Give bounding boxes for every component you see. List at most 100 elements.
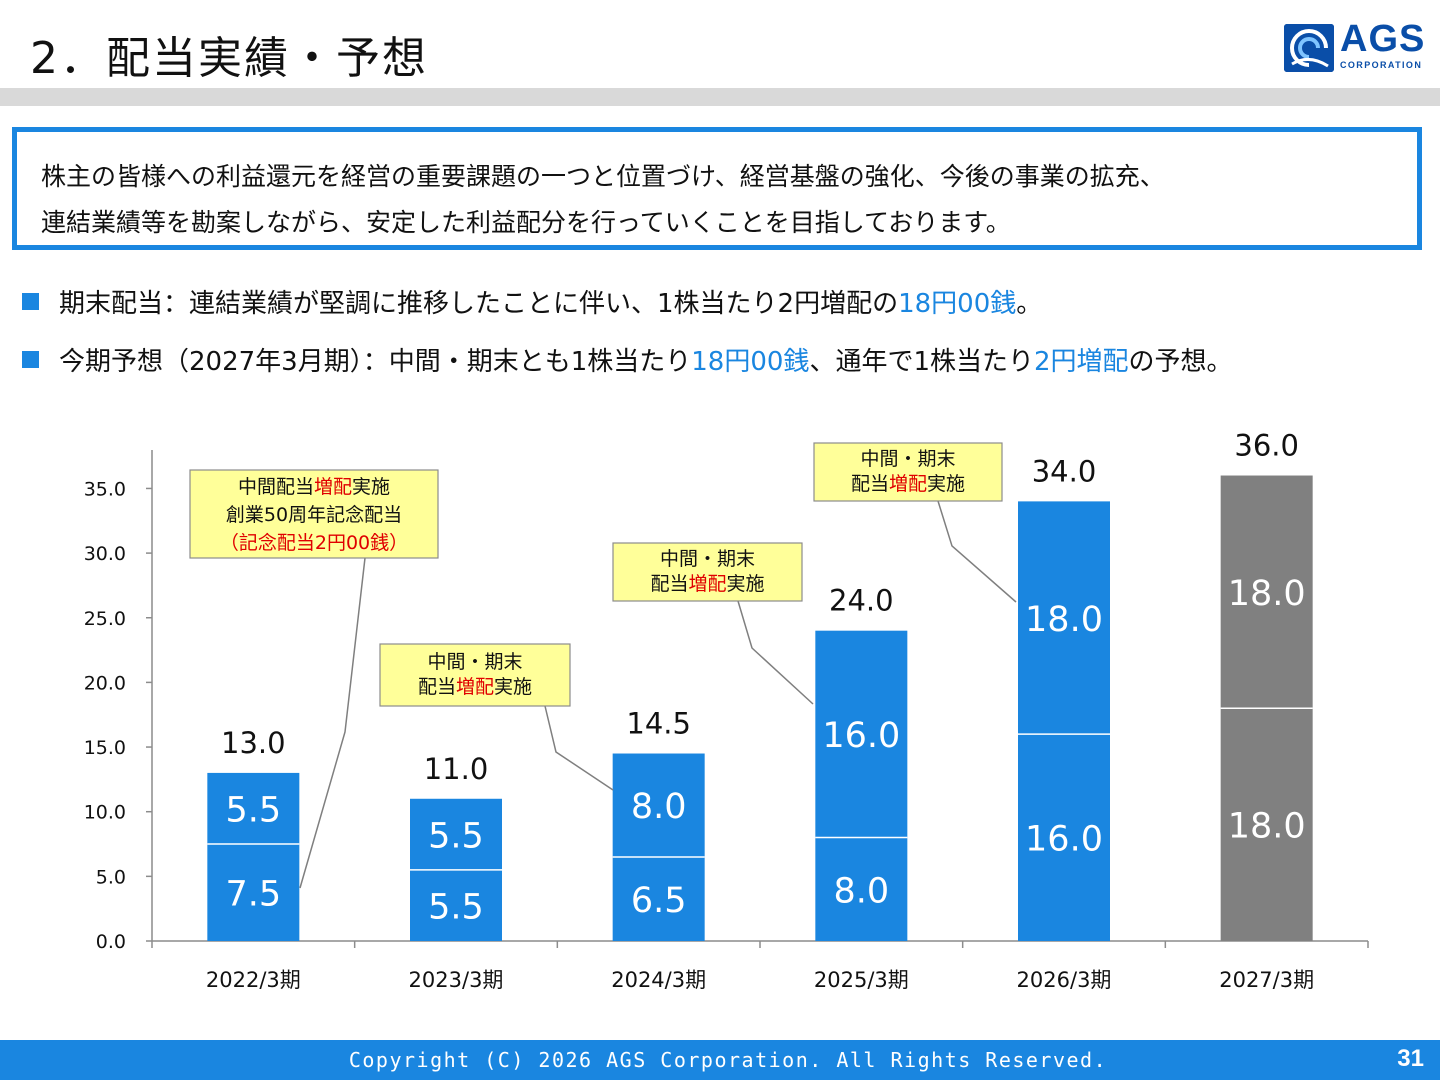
square-bullet-icon — [22, 293, 39, 310]
callout-box — [189, 469, 439, 559]
bar-value-top: 18.0 — [1025, 600, 1103, 640]
y-tick-label: 25.0 — [84, 608, 126, 630]
bar-total-label: 13.0 — [221, 726, 286, 760]
title-divider — [0, 88, 1440, 106]
callout-text: 中間配当増配実施 — [238, 476, 390, 498]
dividend-chart: 0.0 5.0 10.0 15.0 20.0 25.0 30.0 35.0 2022/3期 202… — [84, 429, 1369, 992]
callout-text-part: （記念配当2円00銭） — [220, 531, 408, 554]
bar-segment-top — [1220, 475, 1313, 709]
bullet-highlight-2: 2円増配 — [1033, 347, 1129, 377]
callout-leader-line — [937, 500, 1017, 603]
bar-segment-top — [815, 630, 908, 838]
page-number: 31 — [1397, 1045, 1424, 1072]
callout-text-part: 配当 — [851, 473, 889, 495]
x-category-label: 2022/3期 — [206, 968, 301, 992]
bar-segment-top — [1018, 501, 1110, 735]
page-title: 2．配当実績・予想 — [30, 33, 428, 84]
bullet-text-mid: 、通年で1株当たり — [809, 347, 1034, 377]
callout-text-part: 増配 — [456, 676, 494, 698]
bar-value-bottom: 6.5 — [631, 881, 687, 921]
callout-text: 中間・期末 — [660, 548, 755, 570]
bar-value-top: 5.5 — [428, 816, 484, 856]
callout-box — [379, 643, 571, 707]
x-category-label: 2026/3期 — [1017, 968, 1112, 992]
callout-text: （記念配当2円00銭） — [220, 531, 408, 554]
bar-value-top: 5.5 — [225, 790, 281, 830]
callout-box — [813, 442, 1003, 502]
square-bullet-icon — [22, 351, 39, 368]
callout-text: 中間・期末 — [860, 448, 955, 470]
callout-leader-line — [544, 705, 614, 791]
logo-subtext: CORPORATION — [1340, 60, 1423, 70]
bar-segment-top — [410, 798, 502, 870]
bar-value-bottom: 8.0 — [833, 871, 889, 911]
bar-segment-bottom — [1018, 734, 1110, 941]
bar-segment-top — [207, 772, 300, 845]
bar-value-bottom: 5.5 — [428, 887, 484, 927]
policy-line-2: 連結業績等を勘案しながら、安定した利益配分を行っていくことを目指しております。 — [41, 208, 1011, 237]
bar-segment-bottom — [1220, 708, 1313, 941]
bar-total-label: 11.0 — [424, 752, 489, 786]
bullet-text: 今期予想（2027年3月期）：中間・期末とも1株当たり — [59, 347, 692, 377]
callout-text-part: 実施 — [727, 573, 765, 595]
callout-text-part: 配当 — [650, 573, 688, 595]
copyright-text: Copyright (C) 2026 AGS Corporation. All … — [348, 1048, 1108, 1072]
bar-segment-bottom — [410, 869, 502, 941]
bar-value-top: 16.0 — [822, 716, 900, 756]
x-category-label: 2024/3期 — [611, 968, 706, 992]
bullet-text-end: の予想。 — [1128, 347, 1233, 377]
callout-text: 中間・期末 — [427, 651, 522, 673]
callout-leader-line — [299, 557, 366, 889]
bar-value-top: 8.0 — [631, 787, 687, 827]
callout-text-part: 配当 — [418, 676, 456, 698]
callout-text-part: 中間・期末 — [427, 651, 522, 673]
bar-total-label: 14.5 — [626, 707, 691, 741]
bar-segment-bottom — [612, 856, 705, 941]
callout-text: 配当増配実施 — [650, 573, 764, 595]
callout-text-part: 中間配当 — [238, 476, 314, 498]
bar-value-top: 18.0 — [1228, 574, 1306, 614]
logo-mark-icon — [1284, 24, 1334, 72]
bar-value-bottom: 18.0 — [1228, 807, 1306, 847]
y-tick-label: 10.0 — [84, 802, 126, 824]
callout-text-part: 増配 — [314, 476, 352, 498]
bullet-text: 期末配当：連結業績が堅調に推移したことに伴い、1株当たり2円増配の — [59, 289, 899, 319]
callout-text: 配当増配実施 — [418, 676, 532, 698]
bar-value-bottom: 7.5 — [225, 875, 281, 915]
callout-text-part: 創業50周年記念配当 — [226, 503, 402, 526]
y-tick-label: 0.0 — [96, 931, 126, 953]
bar-segment-top — [612, 753, 705, 857]
company-logo: AGS CORPORATION — [1284, 18, 1432, 74]
policy-line-1: 株主の皆様への利益還元を経営の重要課題の一つと位置づけ、経営基盤の強化、今後の事… — [41, 162, 1165, 191]
bar-segment-bottom — [815, 837, 908, 941]
y-tick-label: 35.0 — [84, 478, 126, 500]
callout-text: 配当増配実施 — [851, 473, 965, 495]
callout-text-part: 増配 — [889, 473, 927, 495]
bar-total-label: 34.0 — [1032, 454, 1097, 488]
y-tick-label: 30.0 — [84, 543, 126, 565]
bullet-highlight: 18円00銭 — [691, 347, 810, 377]
callout-text-part: 実施 — [494, 676, 532, 698]
x-category-label: 2027/3期 — [1219, 968, 1314, 992]
callout-text-part: 実施 — [927, 473, 965, 495]
bar-total-label: 24.0 — [829, 584, 894, 618]
x-category-label: 2023/3期 — [409, 968, 504, 992]
footer-bar: Copyright (C) 2026 AGS Corporation. All … — [0, 1040, 1440, 1080]
x-category-label: 2025/3期 — [814, 968, 909, 992]
callout-leader-line — [737, 600, 814, 705]
callout-text-part: 実施 — [352, 476, 390, 498]
callout-text-part: 増配 — [688, 573, 726, 595]
y-tick-label: 5.0 — [96, 866, 126, 888]
bullet-forecast: 今期予想（2027年3月期）：中間・期末とも1株当たり 18円00銭 、通年で1株当… — [22, 341, 1233, 378]
callout-box — [612, 542, 803, 602]
callout-text: 創業50周年記念配当 — [226, 503, 402, 526]
callout-text-part: 中間・期末 — [860, 448, 955, 470]
y-tick-label: 15.0 — [84, 737, 126, 759]
logo-text: AGS — [1340, 18, 1426, 60]
bar-total-label: 36.0 — [1234, 429, 1299, 463]
y-tick-label: 20.0 — [84, 672, 126, 694]
bullet-text-end: 。 — [1016, 289, 1043, 319]
